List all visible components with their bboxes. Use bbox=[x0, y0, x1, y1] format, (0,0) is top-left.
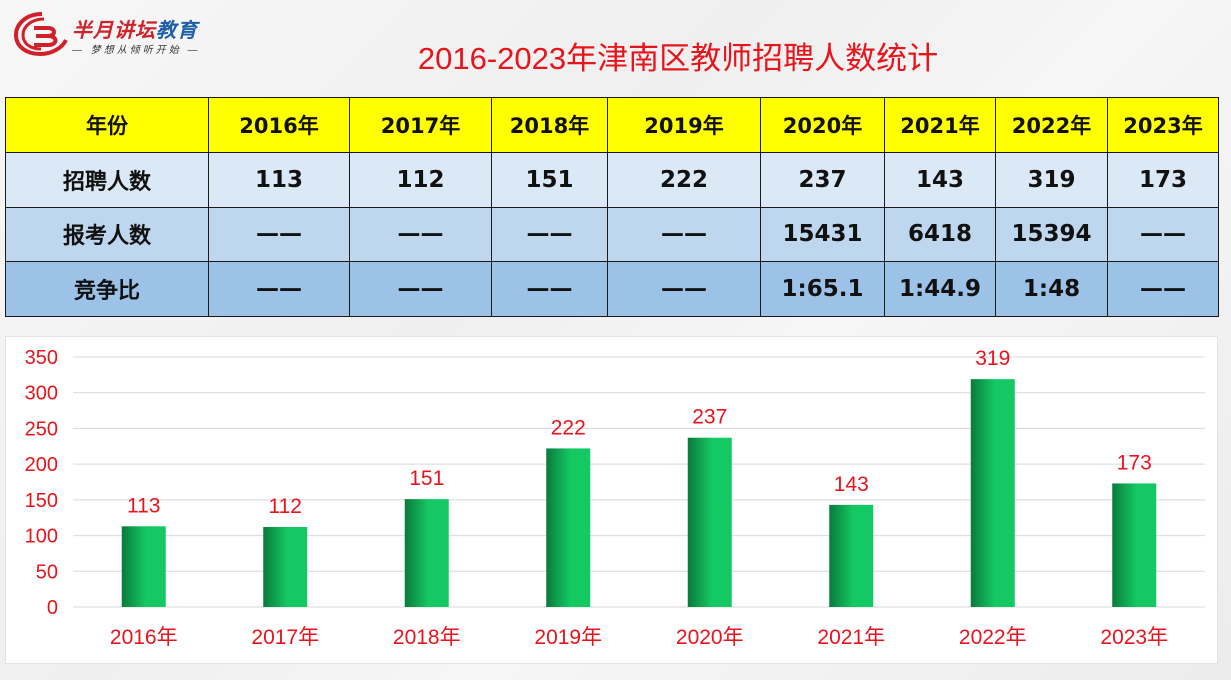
bar bbox=[404, 499, 449, 607]
header-cell: 2020年 bbox=[760, 97, 885, 153]
bar-value-label: 222 bbox=[551, 416, 586, 439]
bar-data-labels: 113 112 151 222 237 143 319 173 bbox=[127, 347, 1152, 518]
table-cell: —— bbox=[607, 206, 761, 263]
x-tick-label: 2016年 bbox=[110, 626, 178, 649]
row-label: 报考人数 bbox=[5, 206, 209, 263]
bar-chart-canvas: 0 50 100 150 200 250 300 350 113 112 151 222 237 143… bbox=[25, 347, 1205, 649]
table-cell: —— bbox=[1107, 261, 1219, 317]
bar-value-label: 143 bbox=[834, 473, 869, 496]
bar bbox=[263, 527, 308, 607]
x-tick-label: 2020年 bbox=[676, 626, 744, 649]
header-cell: 2019年 bbox=[607, 97, 761, 153]
table-cell: 112 bbox=[349, 151, 492, 208]
bar bbox=[970, 379, 1015, 607]
bar-chart: 0 50 100 150 200 250 300 350 113 112 151 222 237 143… bbox=[5, 336, 1218, 664]
y-tick-label: 100 bbox=[25, 526, 58, 548]
x-tick-label: 2023年 bbox=[1100, 626, 1168, 649]
logo-mark-icon bbox=[14, 12, 68, 56]
table-cell: —— bbox=[349, 261, 492, 317]
y-tick-label: 50 bbox=[36, 561, 58, 583]
x-tick-label: 2021年 bbox=[817, 626, 885, 649]
header-cell: 2018年 bbox=[491, 97, 608, 153]
table-cell: 222 bbox=[607, 151, 761, 208]
table-cell: —— bbox=[491, 261, 608, 317]
x-tick-label: 2022年 bbox=[959, 626, 1027, 649]
row-label: 竞争比 bbox=[5, 261, 209, 317]
table-cell: 113 bbox=[208, 151, 350, 208]
header-cell: 2023年 bbox=[1107, 97, 1219, 153]
x-tick-label: 2019年 bbox=[534, 626, 602, 649]
table-cell: —— bbox=[349, 206, 492, 263]
table-header-row: 年份 2016年 2017年 2018年 2019年 2020年 2021年 2… bbox=[5, 97, 1219, 153]
table-cell: —— bbox=[607, 261, 761, 317]
table-cell: 173 bbox=[1107, 151, 1219, 208]
bar-value-label: 237 bbox=[692, 406, 727, 429]
bar bbox=[546, 448, 591, 607]
table-cell: 143 bbox=[884, 151, 996, 208]
row-label: 招聘人数 bbox=[5, 151, 209, 208]
bar bbox=[121, 526, 166, 607]
header-cell: 2017年 bbox=[349, 97, 492, 153]
table-row-applicants: 报考人数 —— —— —— —— 15431 6418 15394 —— bbox=[5, 206, 1219, 263]
logo-name-red: 半月讲坛 bbox=[72, 20, 156, 42]
table-cell: 15431 bbox=[760, 206, 885, 263]
table-cell: —— bbox=[1107, 206, 1219, 263]
bar-value-label: 173 bbox=[1117, 451, 1152, 474]
y-tick-label: 150 bbox=[25, 490, 58, 512]
y-tick-label: 350 bbox=[25, 347, 58, 369]
y-tick-label: 0 bbox=[47, 597, 58, 619]
table-cell: 1:65.1 bbox=[760, 261, 885, 317]
y-tick-label: 250 bbox=[25, 418, 58, 440]
y-tick-label: 200 bbox=[25, 454, 58, 476]
logo-name: 半月讲坛教育 bbox=[72, 14, 198, 43]
table-row-competition-ratio: 竞争比 —— —— —— —— 1:65.1 1:44.9 1:48 —— bbox=[5, 261, 1219, 317]
table-cell: 151 bbox=[491, 151, 608, 208]
x-tick-label: 2018年 bbox=[393, 626, 461, 649]
bar-value-label: 319 bbox=[975, 347, 1010, 370]
chart-gridlines bbox=[73, 356, 1205, 608]
stats-table: 年份 2016年 2017年 2018年 2019年 2020年 2021年 2… bbox=[5, 97, 1219, 317]
bar-value-label: 112 bbox=[269, 495, 302, 518]
header-cell: 2016年 bbox=[208, 97, 350, 153]
table-cell: —— bbox=[208, 206, 350, 263]
bar bbox=[829, 504, 874, 607]
table-cell: 15394 bbox=[995, 206, 1108, 263]
table-row-recruits: 招聘人数 113 112 151 222 237 143 319 173 bbox=[5, 151, 1219, 208]
bar bbox=[687, 437, 732, 607]
chart-bars bbox=[121, 379, 1157, 607]
x-tick-label: 2017年 bbox=[251, 626, 319, 649]
table-cell: 319 bbox=[995, 151, 1108, 208]
header-cell: 2021年 bbox=[884, 97, 996, 153]
header-cell: 2022年 bbox=[995, 97, 1108, 153]
logo-name-blue: 教育 bbox=[156, 20, 198, 42]
bar-value-label: 151 bbox=[409, 467, 444, 490]
logo: 半月讲坛教育 — 梦想从倾听开始 — bbox=[14, 10, 214, 58]
table-cell: 237 bbox=[760, 151, 885, 208]
logo-slogan: — 梦想从倾听开始 — bbox=[72, 45, 201, 56]
header-cell: 年份 bbox=[5, 97, 209, 153]
x-axis-ticks: 2016年 2017年 2018年 2019年 2020年 2021年 2022年 2023年 bbox=[110, 626, 1168, 649]
table-cell: —— bbox=[208, 261, 350, 317]
page-title: 2016-2023年津南区教师招聘人数统计 bbox=[417, 41, 939, 76]
bar bbox=[1112, 483, 1157, 607]
table-cell: —— bbox=[491, 206, 608, 263]
table-cell: 6418 bbox=[884, 206, 996, 263]
bar-value-label: 113 bbox=[127, 494, 160, 517]
y-axis-ticks: 0 50 100 150 200 250 300 350 bbox=[25, 347, 58, 619]
y-tick-label: 300 bbox=[25, 383, 58, 405]
table-cell: 1:44.9 bbox=[884, 261, 996, 317]
table-cell: 1:48 bbox=[995, 261, 1108, 317]
